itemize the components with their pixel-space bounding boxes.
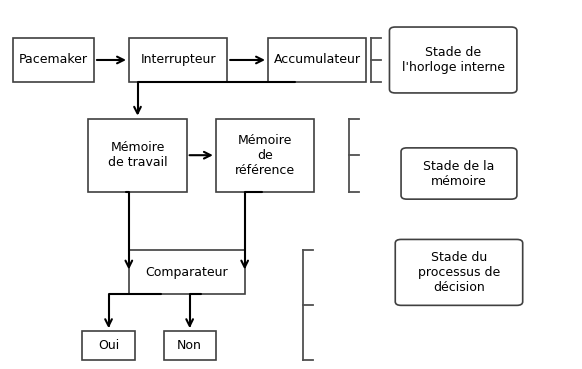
- Text: Mémoire
de travail: Mémoire de travail: [108, 141, 167, 169]
- FancyBboxPatch shape: [88, 118, 187, 192]
- Text: Oui: Oui: [98, 339, 119, 352]
- Text: Stade de
l'horloge interne: Stade de l'horloge interne: [402, 46, 505, 74]
- FancyBboxPatch shape: [389, 27, 517, 93]
- FancyBboxPatch shape: [129, 38, 228, 82]
- FancyBboxPatch shape: [216, 118, 314, 192]
- FancyBboxPatch shape: [268, 38, 366, 82]
- Text: Accumulateur: Accumulateur: [274, 54, 361, 66]
- Text: Pacemaker: Pacemaker: [19, 54, 88, 66]
- FancyBboxPatch shape: [164, 331, 216, 360]
- FancyBboxPatch shape: [129, 251, 244, 294]
- Text: Comparateur: Comparateur: [146, 266, 228, 279]
- FancyBboxPatch shape: [83, 331, 134, 360]
- Text: Mémoire
de
référence: Mémoire de référence: [235, 134, 295, 177]
- Text: Interrupteur: Interrupteur: [140, 54, 216, 66]
- Text: Non: Non: [177, 339, 202, 352]
- Text: Stade de la
mémoire: Stade de la mémoire: [423, 159, 495, 187]
- Text: Stade du
processus de
décision: Stade du processus de décision: [418, 251, 500, 294]
- FancyBboxPatch shape: [401, 148, 517, 199]
- FancyBboxPatch shape: [395, 239, 523, 306]
- FancyBboxPatch shape: [13, 38, 94, 82]
